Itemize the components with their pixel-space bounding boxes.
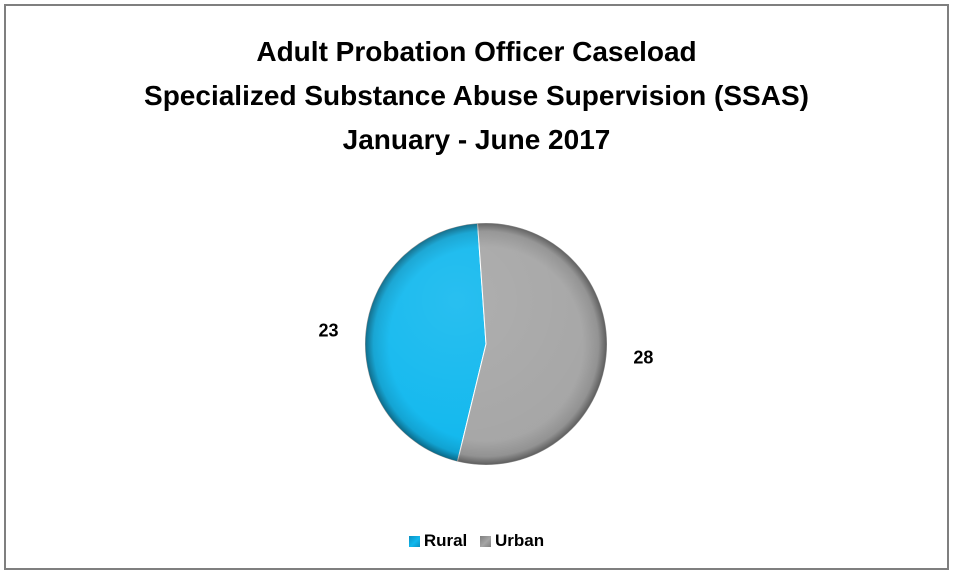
chart-legend: Rural Urban <box>6 530 947 551</box>
pie-chart: 23 28 <box>319 222 653 466</box>
legend-label-urban: Urban <box>495 530 545 550</box>
legend-label-rural: Rural <box>423 530 468 550</box>
data-label-rural: 23 <box>319 321 339 341</box>
legend-swatch-rural <box>408 535 420 547</box>
legend-item-urban: Urban <box>480 531 544 551</box>
chart-title-line-2: Specialized Substance Abuse Supervision … <box>144 80 809 111</box>
chart-title: Adult Probation Officer Caseload Special… <box>6 30 947 162</box>
data-label-urban: 28 <box>633 347 653 367</box>
chart-title-line-3: January - June 2017 <box>342 124 611 155</box>
chart-title-line-1: Adult Probation Officer Caseload <box>256 36 697 67</box>
legend-item-rural: Rural <box>408 530 468 551</box>
chart-area: Adult Probation Officer Caseload Special… <box>4 4 949 570</box>
legend-swatch-urban <box>480 535 492 547</box>
